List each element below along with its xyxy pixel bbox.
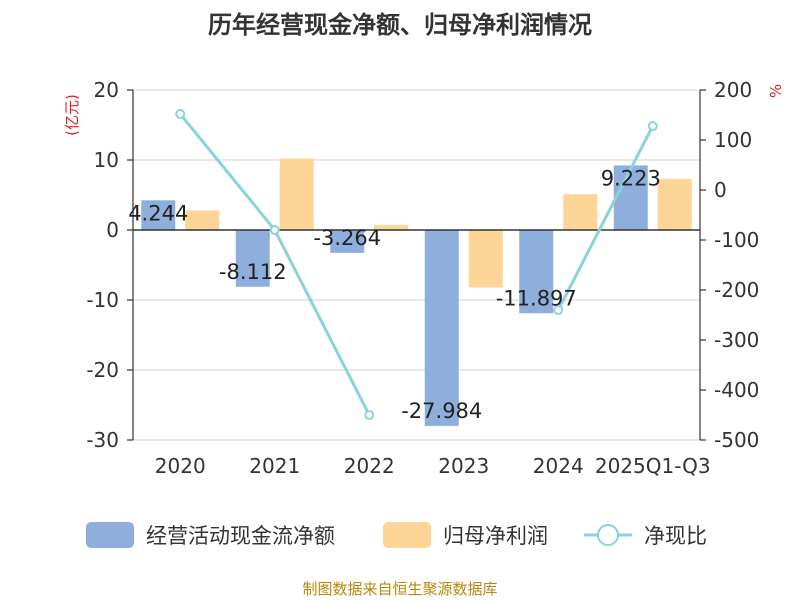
cashflow-data-label: -3.264 [313, 226, 381, 250]
legend-swatch-operating-cashflow [86, 522, 134, 548]
legend-label-operating-cashflow: 经营活动现金流净额 [146, 524, 335, 548]
bar-operating-cashflow [613, 165, 648, 230]
legend-label-ratio: 净现比 [644, 524, 707, 548]
left-tick-label: -30 [86, 428, 119, 452]
right-tick-label: -200 [714, 278, 759, 302]
right-tick-label: -500 [714, 428, 759, 452]
ratio-line-segment [556, 125, 655, 311]
bar-operating-cashflow [141, 200, 176, 230]
cashflow-data-label: 9.223 [601, 166, 661, 190]
x-tick-label: 2025Q1-Q3 [595, 454, 711, 478]
right-tick-label: 0 [714, 178, 727, 202]
x-tick-label: 2023 [438, 454, 489, 478]
x-tick-label: 2024 [533, 454, 584, 478]
ratio-line-group [175, 109, 658, 420]
bar-operating-cashflow [235, 230, 270, 287]
right-tick-label: -100 [714, 228, 759, 252]
x-tick-label: 2022 [344, 454, 395, 478]
ratio-point [364, 410, 375, 420]
legend-marker-ratio [597, 524, 619, 546]
left-tick-label: 20 [94, 78, 119, 102]
legend-swatch-net-profit [383, 522, 431, 548]
bar-operating-cashflow [424, 230, 459, 426]
right-tick-label: -300 [714, 328, 759, 352]
data-source: 制图数据来自恒生聚源数据库 [302, 580, 497, 598]
ratio-point [553, 305, 564, 315]
legend: 经营活动现金流净额 归母净利润 净现比 [86, 522, 707, 548]
left-tick-label: 0 [106, 218, 119, 242]
chart-title: 历年经营现金净额、归母净利润情况 [208, 11, 592, 39]
ratio-line-segment [273, 229, 371, 416]
data-labels-group: 4.244 -8.112 -3.264 -27.984 -11.897 9.223 [128, 166, 661, 422]
ratio-point [269, 225, 280, 235]
cashflow-data-label: -11.897 [496, 286, 577, 310]
left-axis-unit: (亿元) [63, 94, 81, 136]
grid-lines [133, 89, 700, 441]
left-tick-label: -10 [86, 288, 119, 312]
cashflow-data-label: -8.112 [219, 260, 287, 284]
bar-net-profit [657, 178, 692, 230]
legend-label-net-profit: 归母净利润 [443, 524, 548, 548]
bar-operating-cashflow [330, 230, 365, 253]
right-axis-unit: % [767, 84, 785, 98]
cashflow-data-label: -27.984 [401, 399, 482, 423]
ratio-line-segment [179, 113, 276, 231]
bar-net-profit [563, 194, 598, 230]
x-tick-label: 2021 [249, 454, 300, 478]
bars-group [141, 158, 692, 426]
bar-net-profit [468, 230, 503, 288]
ratio-point [175, 109, 186, 119]
left-tick-label: 10 [94, 148, 119, 172]
bar-operating-cashflow [519, 230, 554, 314]
right-tick-label: -400 [714, 378, 759, 402]
bar-net-profit [374, 225, 409, 230]
right-tick-label: 100 [714, 128, 752, 152]
ratio-point [647, 121, 658, 131]
bar-net-profit [185, 210, 220, 230]
cashflow-data-label: 4.244 [128, 201, 188, 225]
bar-net-profit [279, 158, 314, 230]
axes-group: 20100-10-20-302001000-100-200-300-400-50… [63, 78, 785, 478]
left-tick-label: -20 [86, 358, 119, 382]
x-tick-label: 2020 [155, 454, 206, 478]
right-tick-label: 200 [714, 78, 752, 102]
